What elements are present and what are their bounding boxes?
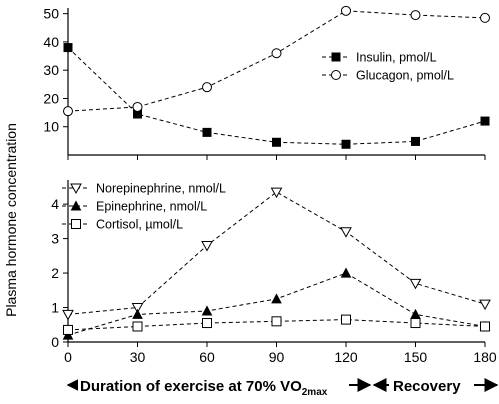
bottom-data-point — [202, 318, 212, 329]
top-data-point — [480, 12, 490, 23]
top-data-point — [410, 10, 421, 21]
bottom-data-point — [340, 227, 352, 238]
bottom-data-point — [341, 314, 351, 325]
top-data-point — [271, 48, 282, 59]
bottom-y-tick-label: 0 — [51, 334, 59, 350]
bottom-data-point — [63, 324, 73, 335]
bottom-data-point — [340, 267, 352, 278]
top-data-point — [480, 116, 490, 126]
bottom-data-point — [271, 316, 282, 327]
top-y-tick-label: 50 — [43, 6, 59, 22]
legend-label: Cortisol, µmol/L — [96, 218, 183, 232]
bottom-data-point — [132, 308, 143, 319]
legend-marker — [70, 200, 82, 211]
top-data-point — [341, 5, 351, 16]
bottom-data-point — [409, 278, 422, 290]
bottom-data-point — [201, 305, 213, 316]
legend-label: Epinephrine, nmol/L — [96, 200, 207, 214]
top-data-point — [202, 127, 212, 137]
top-y-tick-label: 40 — [43, 34, 59, 50]
bottom-y-tick-label: 3 — [51, 231, 59, 247]
bottom-y-tick-label: 2 — [51, 265, 59, 281]
top-data-point — [272, 137, 281, 147]
legend-label: Glucagon, pmol/L — [356, 69, 454, 83]
bottom-x-tick-label: 60 — [199, 349, 215, 365]
bottom-x-tick-label: 0 — [64, 349, 72, 365]
bottom-data-point — [62, 309, 74, 321]
top-data-point — [341, 139, 351, 149]
bottom-x-tick-label: 30 — [130, 349, 146, 365]
top-panel: 10 20 30 40 50 Insulin, pmol/L Glucagon, pmol/… — [43, 5, 490, 160]
y-axis-label: Plasma hormone concentration — [3, 123, 19, 317]
top-y-tick-label: 20 — [43, 90, 59, 106]
legend-marker — [71, 219, 81, 229]
bottom-x-tick-label: 180 — [473, 349, 497, 365]
bottom-data-point — [201, 240, 213, 252]
phase-band: Duration of exercise at 70% VO2max Recov… — [66, 374, 499, 398]
bottom-data-point — [410, 318, 421, 329]
bottom-data-point — [270, 187, 283, 199]
top-data-point — [411, 136, 420, 146]
bottom-data-point — [480, 321, 490, 332]
bottom-x-tick-label: 120 — [334, 349, 358, 365]
legend-marker — [70, 183, 82, 195]
legend-marker — [331, 70, 341, 80]
top-y-tick-label: 10 — [43, 119, 59, 135]
bottom-data-point — [479, 299, 491, 311]
top-data-point — [63, 43, 73, 53]
bottom-y-tick-label: 1 — [51, 300, 59, 316]
bottom-data-point — [131, 303, 144, 314]
top-data-point — [132, 101, 143, 112]
recovery-phase-label: Recovery — [393, 378, 461, 395]
top-data-point — [202, 82, 212, 93]
bottom-x-tick-label: 150 — [404, 349, 428, 365]
legend-label: Norepinephrine, nmol/L — [96, 182, 226, 196]
top-data-point — [63, 106, 73, 117]
bottom-y-tick-label: 4 — [51, 196, 59, 212]
top-y-tick-label: 30 — [43, 62, 59, 78]
legend-marker — [331, 52, 341, 62]
exercise-phase-label: Duration of exercise at 70% VO2max — [80, 378, 328, 398]
bottom-data-point — [271, 293, 282, 304]
bottom-data-point — [132, 321, 143, 332]
bottom-data-point — [410, 308, 421, 319]
bottom-panel: 0 30 60 90 120 150 180 0 1 2 3 4 Norepinephrine, nmo… — [51, 180, 497, 365]
bottom-x-tick-label: 90 — [269, 349, 285, 365]
legend-label: Insulin, pmol/L — [356, 51, 437, 65]
